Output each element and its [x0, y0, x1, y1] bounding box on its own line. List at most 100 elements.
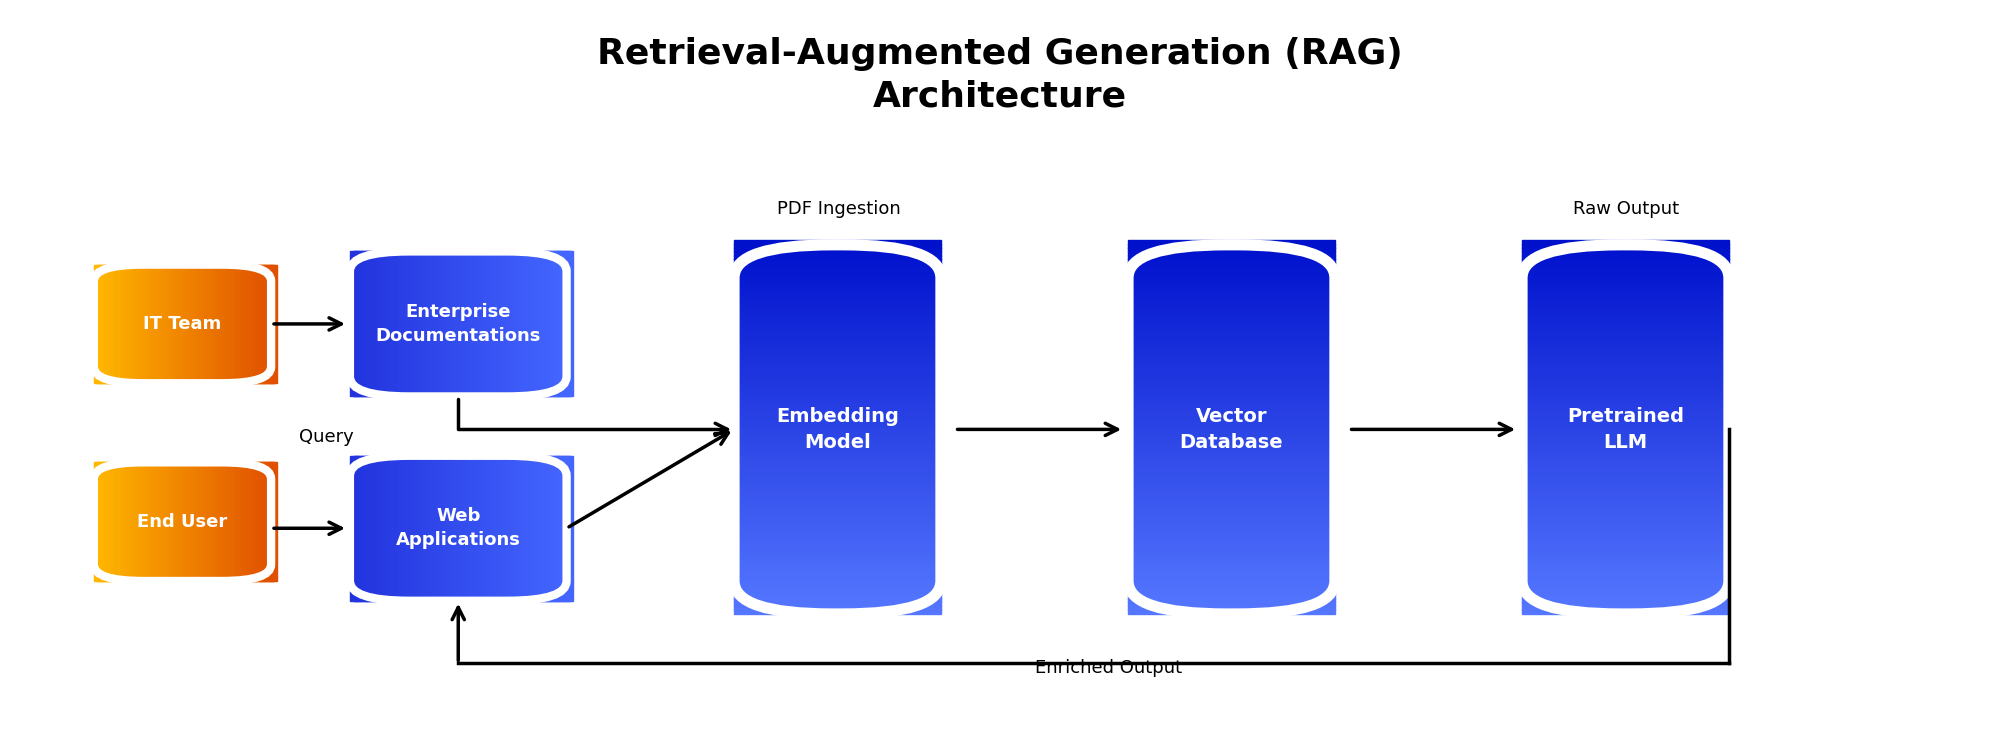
Bar	[208, 265, 214, 383]
Bar	[734, 244, 940, 248]
Bar	[220, 265, 226, 383]
Bar	[154, 265, 160, 383]
Bar	[530, 456, 538, 601]
Bar	[158, 265, 166, 383]
Bar	[418, 456, 426, 601]
Text: Embedding
Model: Embedding Model	[776, 407, 898, 452]
Bar	[250, 462, 258, 581]
Bar	[734, 419, 940, 424]
Bar	[364, 251, 370, 396]
Bar	[1522, 348, 1728, 353]
Bar	[1128, 583, 1334, 588]
Bar	[170, 462, 176, 581]
Bar	[1522, 512, 1728, 517]
Bar	[1128, 288, 1334, 293]
Bar	[1128, 497, 1334, 502]
Bar	[734, 259, 940, 264]
Bar	[1128, 571, 1334, 576]
Bar	[156, 265, 162, 383]
Bar	[734, 527, 940, 532]
Bar	[164, 265, 170, 383]
Bar	[562, 251, 568, 396]
Bar	[1128, 356, 1334, 360]
Bar	[112, 265, 118, 383]
Bar	[446, 251, 452, 396]
Bar	[1522, 591, 1728, 595]
Bar	[484, 456, 490, 601]
Bar	[1522, 508, 1728, 514]
Bar	[734, 352, 940, 356]
Bar	[734, 270, 940, 275]
Bar	[1522, 299, 1728, 305]
Bar	[508, 251, 516, 396]
Bar	[566, 251, 574, 396]
Bar	[258, 265, 264, 383]
Bar	[1522, 497, 1728, 502]
Bar	[120, 265, 126, 383]
Bar	[128, 462, 134, 581]
Bar	[1522, 389, 1728, 394]
Bar	[1522, 556, 1728, 562]
Bar	[512, 456, 518, 601]
Bar	[1128, 329, 1334, 334]
Bar	[226, 462, 232, 581]
Bar	[1128, 430, 1334, 435]
Bar	[1522, 341, 1728, 345]
Bar	[360, 456, 368, 601]
Bar	[1522, 277, 1728, 282]
Bar	[734, 303, 940, 308]
Bar	[1522, 583, 1728, 588]
Bar	[734, 456, 940, 461]
Bar	[430, 251, 436, 396]
Bar	[1128, 534, 1334, 539]
Bar	[438, 456, 444, 601]
Bar	[734, 468, 940, 472]
Bar	[734, 314, 940, 319]
Bar	[438, 251, 444, 396]
Bar	[94, 265, 100, 383]
Bar	[488, 456, 494, 601]
Bar	[366, 456, 374, 601]
Bar	[734, 363, 940, 368]
Bar	[734, 479, 940, 483]
Bar	[132, 462, 138, 581]
Bar	[146, 265, 152, 383]
Bar	[734, 359, 940, 364]
Bar	[734, 505, 940, 510]
Bar	[266, 265, 272, 383]
Bar	[106, 462, 112, 581]
Bar	[1522, 527, 1728, 532]
Bar	[1128, 494, 1334, 499]
Bar	[1522, 270, 1728, 275]
Bar	[1128, 266, 1334, 271]
Bar	[262, 265, 268, 383]
Bar	[734, 389, 940, 394]
Bar	[1522, 247, 1728, 252]
Bar	[1522, 382, 1728, 387]
Bar	[1128, 325, 1334, 330]
Bar	[204, 265, 210, 383]
Bar	[130, 462, 136, 581]
Bar	[1128, 505, 1334, 510]
Bar	[1522, 437, 1728, 442]
Bar	[734, 374, 940, 379]
Bar	[152, 265, 158, 383]
Bar	[264, 265, 270, 383]
Bar	[536, 251, 544, 396]
Bar	[1522, 464, 1728, 468]
Bar	[1522, 370, 1728, 376]
Bar	[490, 251, 496, 396]
Bar	[1522, 594, 1728, 599]
Bar	[444, 251, 450, 396]
Bar	[544, 251, 552, 396]
Bar	[734, 464, 940, 468]
Bar	[410, 456, 416, 601]
Bar	[734, 426, 940, 431]
Bar	[1522, 448, 1728, 453]
Bar	[1522, 460, 1728, 465]
Bar	[402, 456, 408, 601]
Bar	[548, 456, 554, 601]
Bar	[1128, 259, 1334, 264]
Bar	[734, 266, 940, 271]
Bar	[448, 456, 456, 601]
